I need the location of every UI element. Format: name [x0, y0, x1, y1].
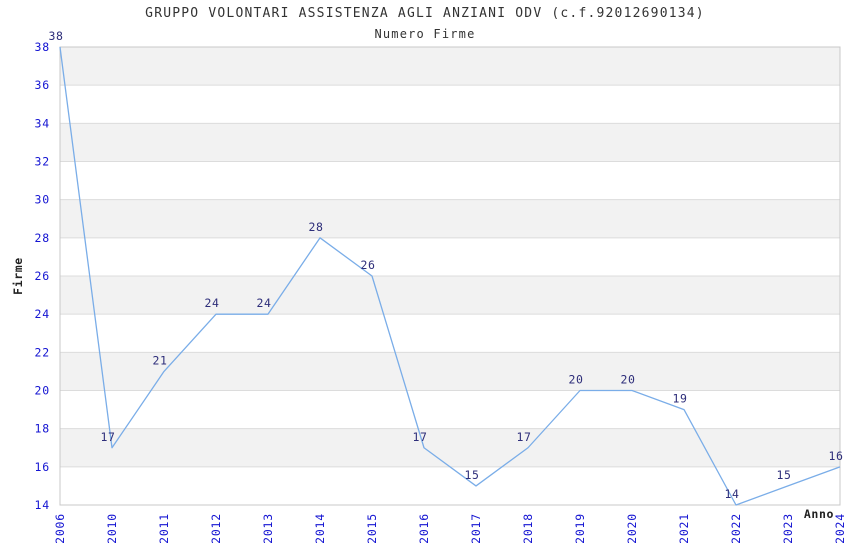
y-tick-label: 32	[35, 155, 50, 169]
y-tick-label: 18	[35, 422, 50, 436]
y-tick-label: 14	[35, 498, 50, 512]
data-label: 17	[516, 430, 531, 444]
band-stripe	[60, 428, 840, 467]
data-label: 15	[464, 468, 479, 482]
x-tick-label: 2021	[677, 513, 691, 544]
data-label: 19	[672, 392, 687, 406]
y-axis-title: Firme	[11, 257, 25, 295]
y-tick-label: 28	[35, 231, 50, 245]
chart-title: GRUPPO VOLONTARI ASSISTENZA AGLI ANZIANI…	[145, 6, 705, 21]
data-label: 14	[724, 487, 739, 501]
x-tick-label: 2023	[781, 513, 795, 544]
y-tick-label: 36	[35, 78, 50, 92]
x-tick-label: 2014	[313, 513, 327, 544]
data-label: 16	[828, 449, 843, 463]
y-tick-label: 34	[35, 116, 50, 130]
y-tick-label: 30	[35, 193, 50, 207]
y-tick-label: 20	[35, 384, 50, 398]
chart-subtitle: Numero Firme	[374, 27, 476, 41]
data-label: 24	[256, 296, 271, 310]
data-label: 20	[620, 373, 635, 387]
data-label: 17	[100, 430, 115, 444]
x-axis-title: Anno	[804, 507, 834, 521]
band-stripe	[60, 47, 840, 86]
x-tick-label: 2011	[157, 513, 171, 544]
x-tick-label: 2016	[417, 513, 431, 544]
data-label: 17	[412, 430, 427, 444]
x-tick-label: 2020	[625, 513, 639, 544]
data-label: 24	[204, 296, 219, 310]
band-stripe	[60, 199, 840, 238]
y-tick-label: 26	[35, 269, 50, 283]
x-tick-label: 2010	[105, 513, 119, 544]
y-tick-label: 16	[35, 460, 50, 474]
data-label: 28	[308, 220, 323, 234]
band-stripe	[60, 352, 840, 391]
x-tick-label: 2013	[261, 513, 275, 544]
x-tick-label: 2017	[469, 513, 483, 544]
x-tick-label: 2022	[729, 513, 743, 544]
data-label: 15	[776, 468, 791, 482]
band-stripe	[60, 276, 840, 315]
data-label: 26	[360, 258, 375, 272]
x-tick-label: 2012	[209, 513, 223, 544]
y-tick-label: 22	[35, 345, 50, 359]
data-label: 20	[568, 373, 583, 387]
x-tick-label: 2018	[521, 513, 535, 544]
y-tick-label: 38	[35, 40, 50, 54]
data-label: 21	[152, 353, 167, 367]
x-tick-label: 2019	[573, 513, 587, 544]
data-line	[59, 46, 841, 506]
plot-border	[59, 46, 841, 506]
band-stripe	[60, 123, 840, 162]
x-tick-label: 2015	[365, 513, 379, 544]
y-tick-label: 24	[35, 307, 50, 321]
data-label: 38	[48, 29, 63, 43]
x-tick-label: 2006	[53, 513, 67, 544]
x-tick-label: 2024	[833, 513, 847, 544]
